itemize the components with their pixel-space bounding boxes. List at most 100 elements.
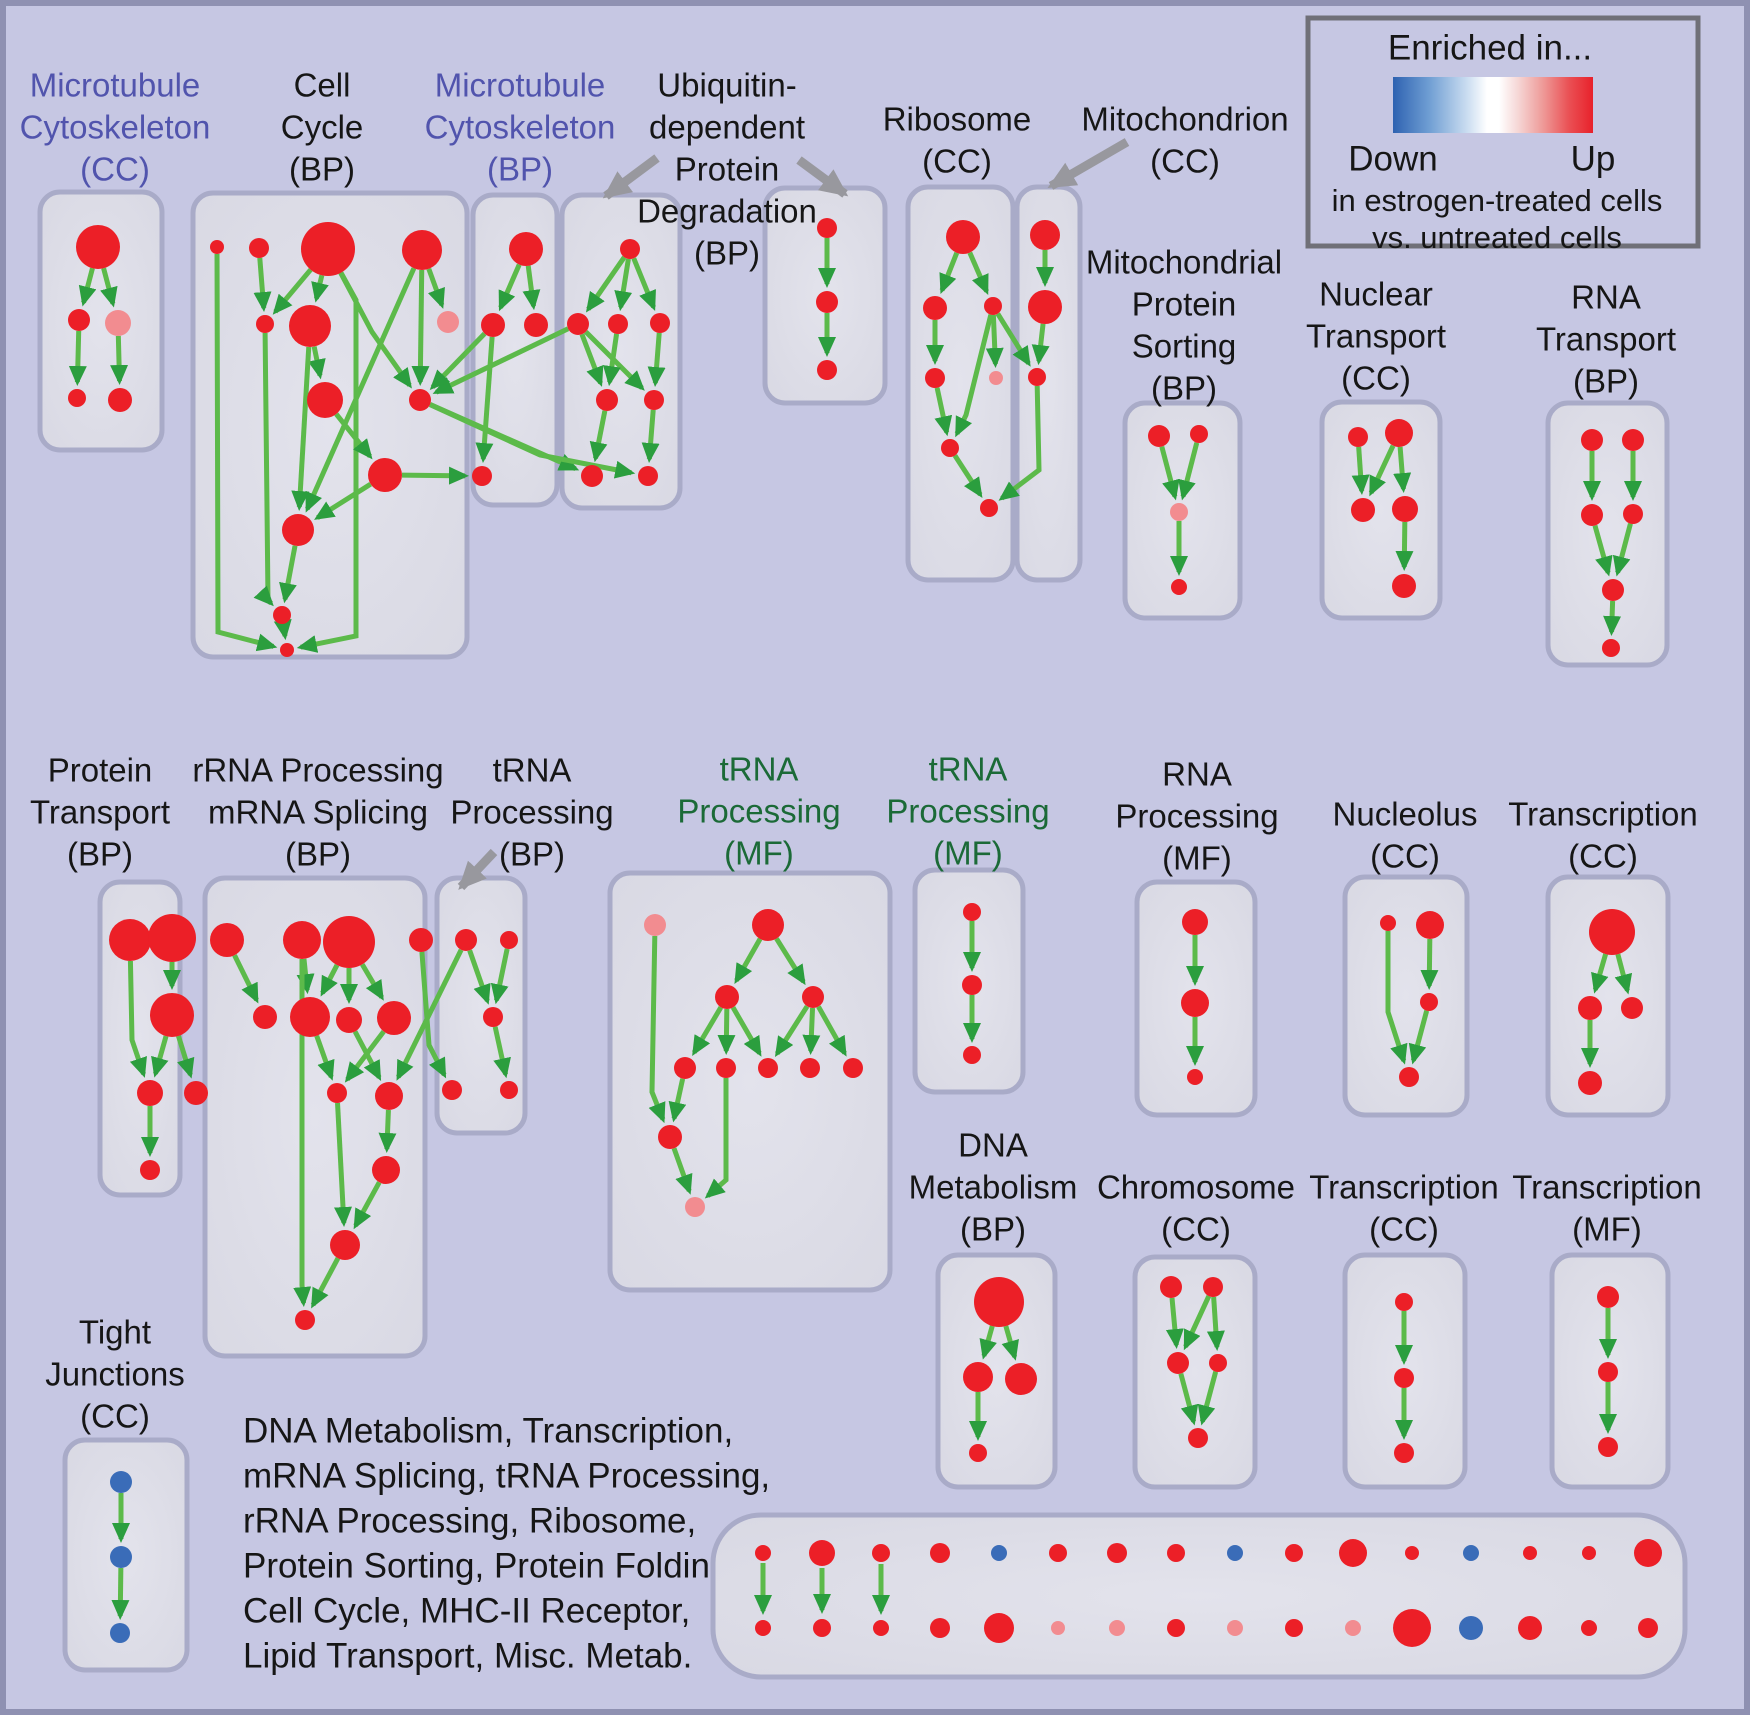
- go-term-node: [1578, 1071, 1602, 1095]
- go-term-node: [307, 382, 343, 418]
- go-term-node: [1395, 1293, 1413, 1311]
- group-label-transcription-cc-row3: Transcription (CC): [1309, 1169, 1499, 1248]
- go-term-node: [715, 985, 739, 1009]
- go-term-node: [1160, 1276, 1182, 1298]
- bottom-strip: [710, 1512, 1688, 1680]
- edge-arrow: [411, 269, 430, 387]
- edge-arrow: [176, 1035, 195, 1079]
- go-term-node: [650, 313, 670, 333]
- go-term-node: [150, 993, 194, 1037]
- edge-arrow: [717, 1008, 736, 1056]
- edge-arrow: [432, 326, 570, 395]
- go-term-node: [974, 1277, 1024, 1327]
- edge-arrow: [1408, 1010, 1430, 1065]
- go-term-node: [1167, 1544, 1185, 1562]
- legend-gradient-bar: [1393, 77, 1593, 133]
- go-term-node: [1385, 419, 1413, 447]
- group-box-nuclear-transport-cc: [1319, 399, 1443, 621]
- go-term-node: [567, 313, 589, 335]
- go-term-node: [873, 1620, 889, 1636]
- edge-arrow: [1001, 1325, 1019, 1361]
- go-term-node: [437, 311, 459, 333]
- go-term-node: [472, 466, 492, 486]
- go-term-node: [1182, 909, 1208, 935]
- go-term-node: [1171, 579, 1187, 595]
- go-term-node: [1597, 1286, 1619, 1308]
- go-term-node: [658, 1125, 682, 1149]
- go-term-node: [377, 1001, 411, 1035]
- edge-arrow: [522, 265, 541, 311]
- go-term-node: [1028, 290, 1062, 324]
- edge-arrow: [296, 958, 315, 995]
- group-label-protein-transport-bp: Protein Transport (BP): [30, 752, 170, 873]
- go-term-node: [1405, 1546, 1419, 1560]
- group-label-cell-cycle-bp: Cell Cycle (BP): [281, 67, 364, 188]
- go-term-node: [108, 388, 132, 412]
- edge-arrow: [734, 937, 763, 984]
- edge-arrow: [671, 1147, 693, 1195]
- go-term-node: [930, 1618, 950, 1638]
- go-term-node: [184, 1081, 208, 1105]
- go-term-node: [1209, 1354, 1227, 1372]
- group-label-rna-transport-bp: RNA Transport (BP): [1536, 279, 1676, 400]
- edge-arrow: [585, 255, 627, 313]
- edge-arrow: [647, 332, 666, 388]
- group-label-transcription-cc-row2: Transcription (CC): [1508, 796, 1698, 875]
- edge-arrow: [314, 481, 372, 520]
- edge-arrow: [308, 346, 326, 380]
- go-term-node: [1188, 1428, 1208, 1448]
- edge-arrow: [296, 271, 359, 653]
- go-term-node: [596, 389, 618, 411]
- edge-arrow: [253, 257, 272, 313]
- go-term-node: [409, 928, 433, 952]
- go-term-node: [1602, 639, 1620, 657]
- go-term-node: [500, 931, 518, 949]
- edge-arrow: [774, 937, 806, 986]
- go-term-node: [1602, 579, 1624, 601]
- legend-subtitle-2: vs. untreated cells: [1372, 220, 1622, 255]
- go-term-node: [923, 296, 947, 320]
- go-term-node: [1634, 1539, 1662, 1567]
- go-term-node: [327, 1083, 347, 1103]
- go-term-node: [249, 238, 269, 258]
- go-term-node: [256, 315, 274, 333]
- go-term-node: [843, 1058, 863, 1078]
- go-term-node: [963, 903, 981, 921]
- go-term-node: [455, 929, 477, 951]
- edge-arrow: [428, 402, 636, 479]
- group-label-transcription-mf: Transcription (MF): [1512, 1169, 1702, 1248]
- go-term-node: [1285, 1544, 1303, 1562]
- edges: [68, 238, 1642, 1621]
- go-term-node: [984, 1613, 1014, 1643]
- edge-arrow: [490, 948, 510, 1005]
- go-term-node: [984, 297, 1002, 315]
- go-term-node: [1167, 1619, 1185, 1637]
- go-term-node: [1623, 504, 1643, 524]
- go-term-node: [758, 1058, 778, 1078]
- edge-arrow: [360, 963, 384, 1001]
- edge-arrow: [730, 1006, 762, 1057]
- go-term-node: [110, 1471, 132, 1493]
- go-term-node: [1190, 425, 1208, 443]
- edge-arrow: [998, 385, 1042, 501]
- edge-arrow: [1165, 1297, 1184, 1350]
- group-label-rrna-processing-mrna-splicing-bp: rRNA Processing mRNA Splicing (BP): [192, 752, 443, 873]
- edge-arrow: [1351, 446, 1370, 496]
- go-term-node: [1339, 1539, 1367, 1567]
- edge-arrow: [985, 314, 1004, 369]
- edge-arrow: [602, 333, 621, 387]
- go-term-node: [963, 1046, 981, 1064]
- go-term-node: [368, 458, 402, 492]
- go-term-node: [1581, 504, 1603, 526]
- go-term-node: [1638, 1618, 1658, 1638]
- edge-arrow: [305, 267, 417, 513]
- go-term-node: [289, 305, 331, 347]
- go-term-node: [483, 1007, 503, 1027]
- go-term-node: [1203, 1277, 1223, 1297]
- go-term-node: [500, 1081, 518, 1099]
- go-term-node: [253, 1005, 277, 1029]
- group-box-microtubule-cytoskeleton-bp: [470, 192, 560, 508]
- go-term-node: [336, 1007, 362, 1033]
- group-label-ubiquitin-dependent-protein-degradation-bp: Ubiquitin-dependent Protein Degradation (BP…: [637, 67, 817, 272]
